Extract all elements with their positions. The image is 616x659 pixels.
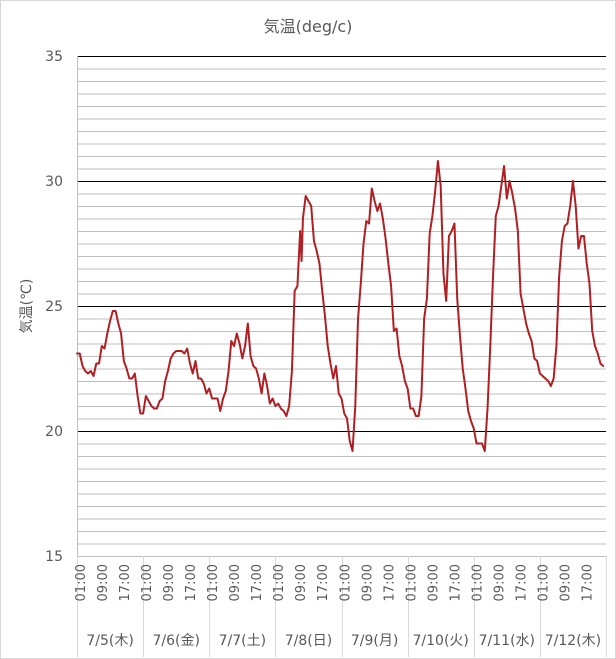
x-time-label: 09:00	[360, 564, 375, 601]
x-time-label: 01:00	[140, 564, 155, 601]
x-date-label: 7/9(月)	[351, 633, 398, 649]
x-time-label: 01:00	[206, 564, 221, 601]
x-time-label: 01:00	[272, 564, 287, 601]
axes	[77, 56, 607, 657]
date-labels: 7/5(木) 7/6(金) 7/7(土) 7/8(日) 7/9(月) 7/10(火) 7/1…	[86, 633, 601, 649]
x-time-label: 17:00	[316, 564, 331, 601]
y-tick-label: 35	[45, 49, 63, 65]
x-time-label: 09:00	[96, 564, 111, 601]
x-date-label: 7/7(土)	[219, 633, 266, 649]
x-time-label: 09:00	[228, 564, 243, 601]
x-time-label: 01:00	[471, 564, 486, 601]
x-time-label: 17:00	[184, 564, 199, 601]
x-time-label: 09:00	[559, 564, 574, 601]
x-time-label: 17:00	[515, 564, 530, 601]
x-time-label: 09:00	[493, 564, 508, 601]
x-time-label: 17:00	[382, 564, 397, 601]
x-time-label: 01:00	[74, 564, 89, 601]
y-tick-labels: 15 20 25 30 35	[45, 49, 63, 565]
y-axis-label: 気温(℃)	[19, 279, 35, 334]
y-tick-label: 15	[45, 549, 63, 565]
x-time-label: 01:00	[537, 564, 552, 601]
x-date-label: 7/11(水)	[479, 633, 535, 649]
y-tick-label: 25	[45, 299, 63, 315]
x-time-label: 09:00	[426, 564, 441, 601]
series-layer	[76, 160, 605, 452]
x-time-label: 17:00	[581, 564, 596, 601]
x-date-label: 7/10(火)	[413, 633, 469, 649]
x-time-label: 09:00	[162, 564, 177, 601]
y-tick-label: 20	[45, 424, 63, 440]
y-tick-label: 30	[45, 174, 63, 190]
x-date-label: 7/12(木)	[545, 633, 601, 649]
x-date-label: 7/5(木)	[86, 633, 133, 649]
x-time-label: 01:00	[338, 564, 353, 601]
x-date-label: 7/6(金)	[152, 633, 199, 649]
x-time-label: 09:00	[294, 564, 309, 601]
x-tick-labels: 01:00 09:00 17:00 01:00 09:00 17:00 01:00 09:00…	[74, 564, 596, 601]
x-time-label: 17:00	[449, 564, 464, 601]
chart-title: 気温(deg/c)	[264, 17, 353, 36]
x-time-label: 17:00	[250, 564, 265, 601]
temperature-line	[76, 160, 605, 452]
x-time-label: 17:00	[118, 564, 133, 601]
x-time-label: 01:00	[404, 564, 419, 601]
x-date-label: 7/8(日)	[285, 633, 332, 649]
